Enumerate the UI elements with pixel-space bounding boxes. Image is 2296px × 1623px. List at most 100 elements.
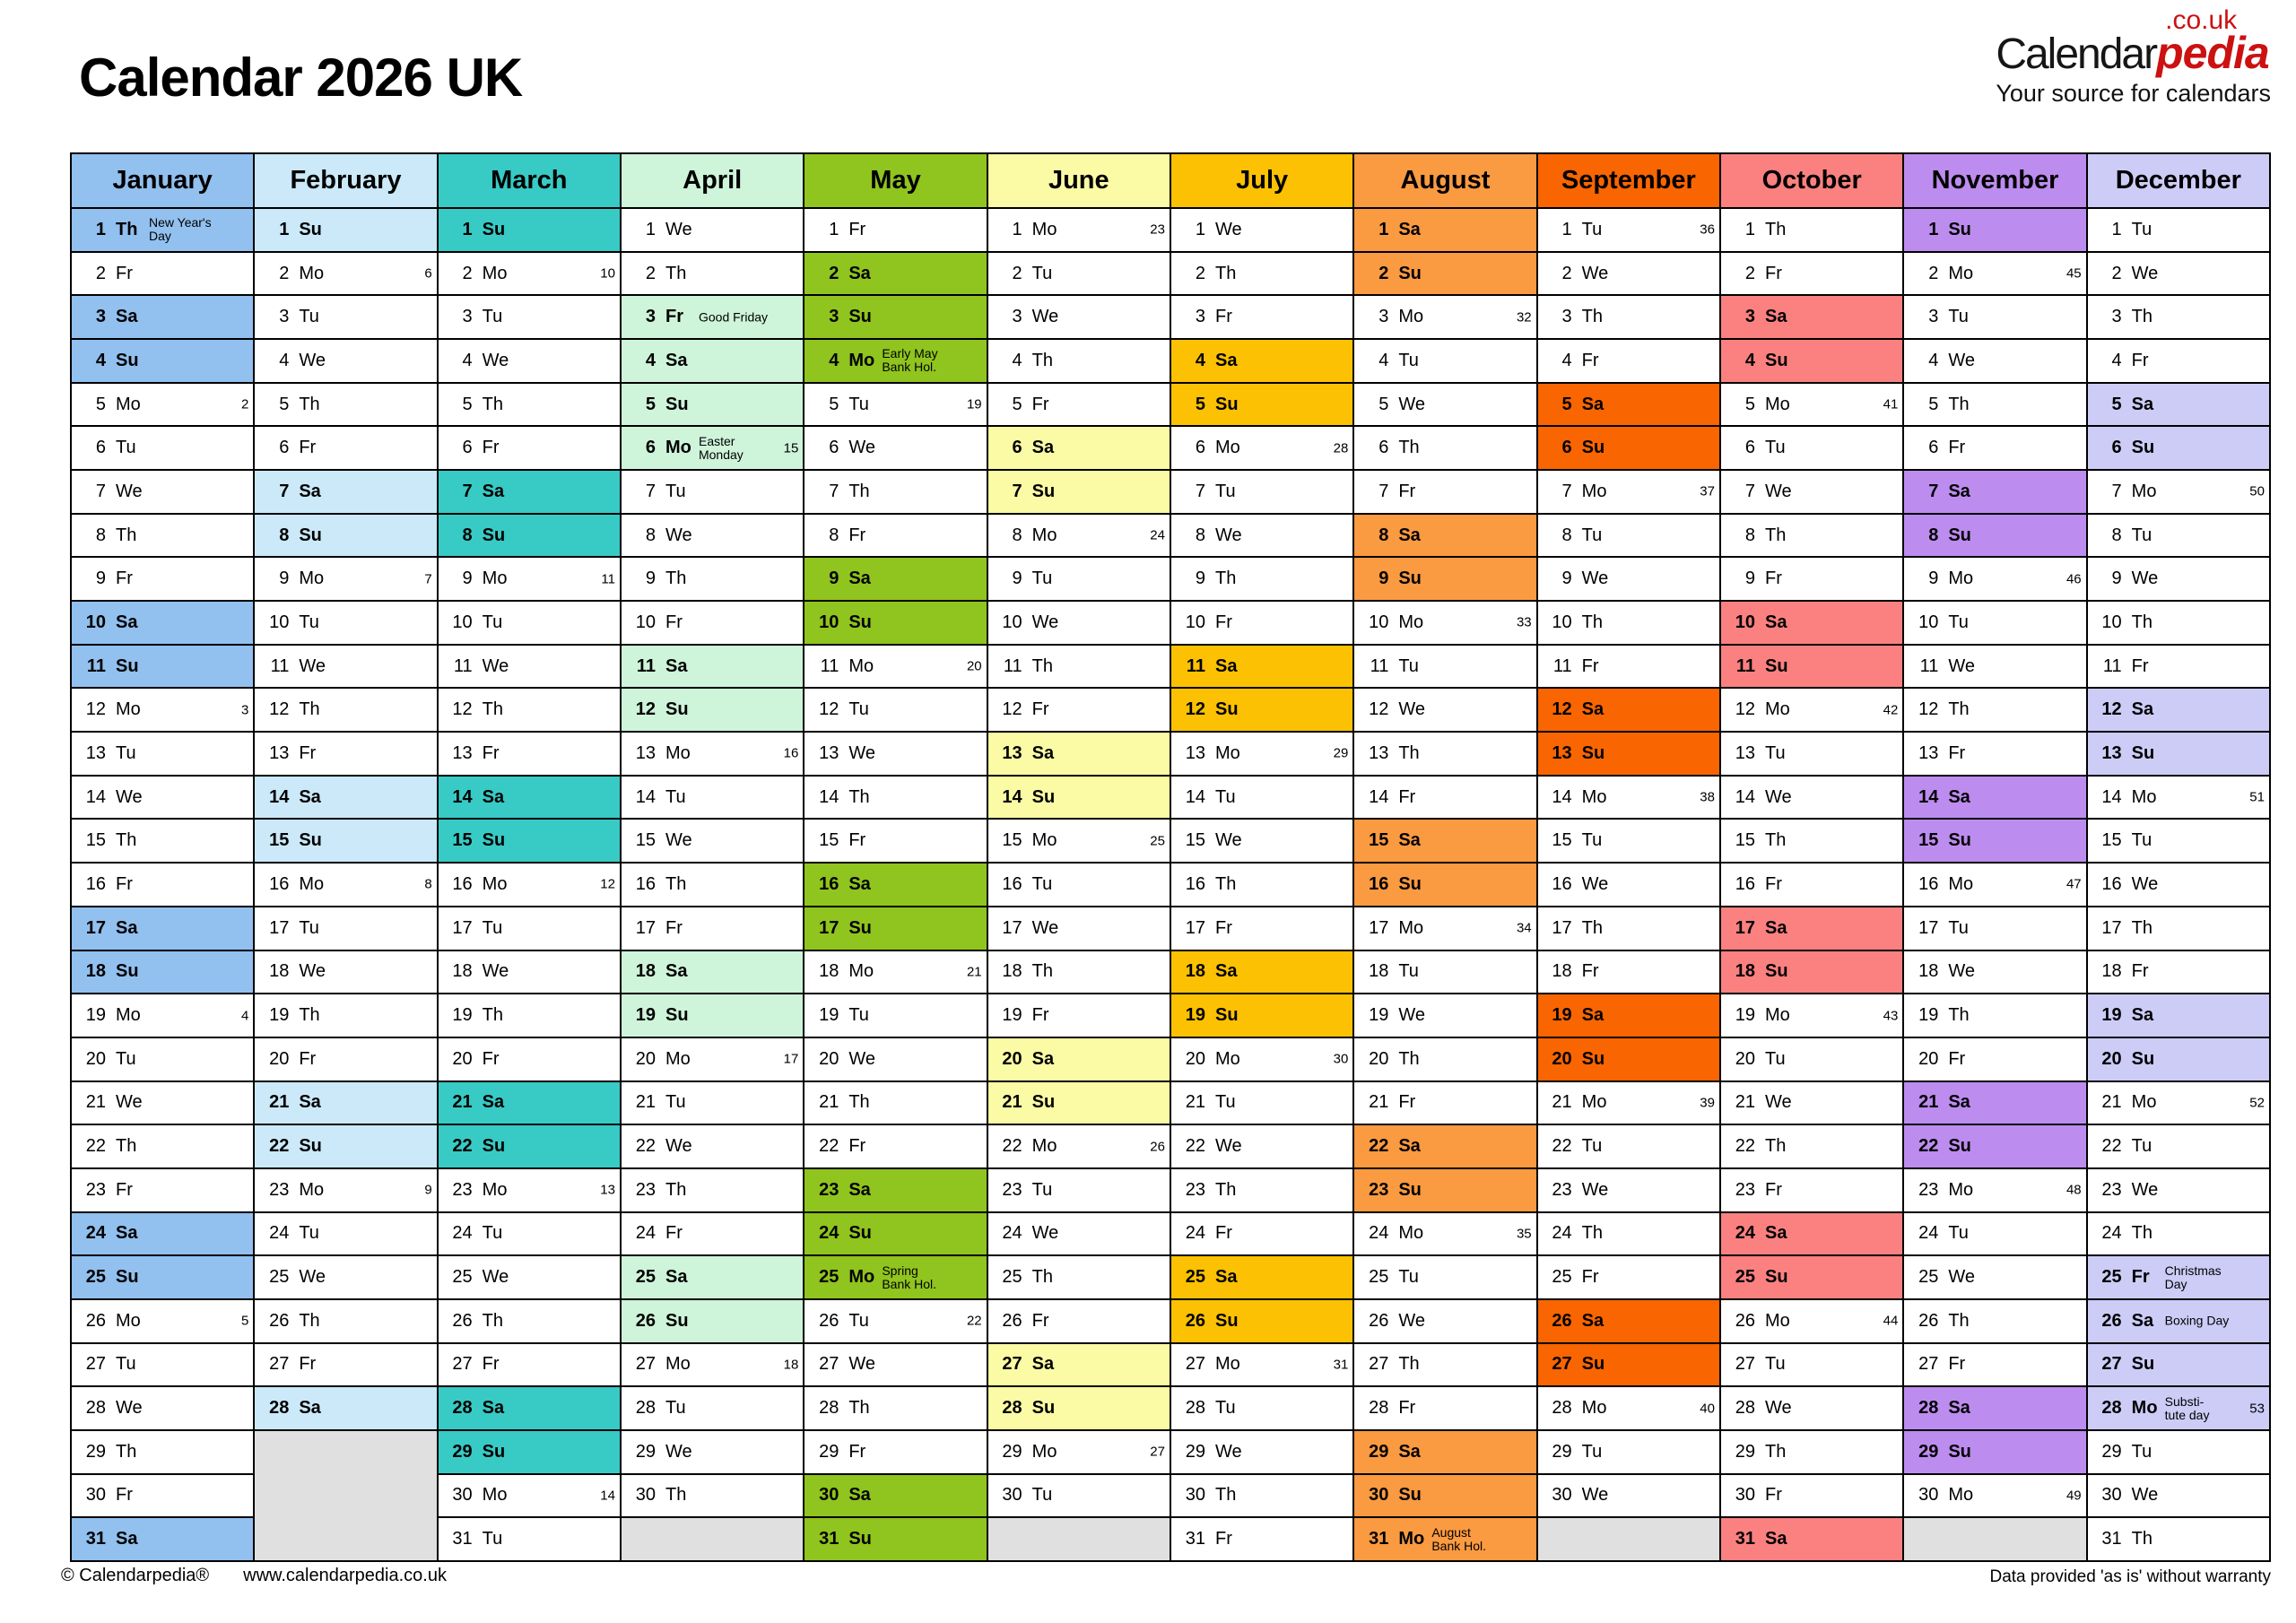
weekday-abbr: Fr (116, 873, 133, 894)
day-number: 10 (85, 612, 106, 632)
weekday-abbr: Sa (1948, 481, 1970, 501)
day-cell-december-22: 22 Tu (2087, 1125, 2269, 1167)
day-cell-january-3: 3 Sa (72, 296, 254, 339)
day-cell-november-1: 1 Su (1904, 209, 2086, 251)
day-number: 16 (1552, 873, 1572, 894)
weekday-abbr: Su (299, 219, 322, 239)
day-number: 17 (2101, 917, 2122, 938)
day-number: 25 (1369, 1267, 1389, 1288)
weekday-abbr: Su (2131, 438, 2155, 458)
weekday-abbr: Sa (1581, 394, 1605, 414)
weekday-abbr: Th (1581, 612, 1603, 632)
weekday-abbr: Su (1948, 219, 1971, 239)
day-cell-october-29: 29 Th (1720, 1430, 1903, 1473)
weekday-abbr: Fr (299, 438, 317, 458)
weekday-abbr: Sa (1948, 1398, 1970, 1419)
day-number: 2 (2111, 263, 2122, 283)
day-number: 24 (1369, 1223, 1389, 1244)
weekday-abbr: Su (1581, 1354, 1605, 1375)
day-cell-february-7: 7 Sa (255, 471, 437, 513)
weekday-abbr: Tu (1398, 655, 1419, 676)
day-number: 12 (819, 699, 839, 720)
day-number: 22 (1552, 1136, 1572, 1157)
day-cell-december-17: 17 Th (2087, 907, 2269, 950)
weekday-abbr: Mo (848, 350, 875, 370)
day-number: 5 (95, 394, 106, 414)
day-cell-october-26: 26 Mo 44 (1720, 1299, 1903, 1342)
day-cell-january-19: 19 Mo 4 (72, 994, 254, 1037)
day-cell-march-30: 30 Mo 14 (438, 1474, 620, 1517)
weekday-abbr: Th (1214, 1485, 1237, 1506)
weekday-abbr: Tu (848, 699, 869, 720)
weekday-abbr: Mo (848, 961, 874, 982)
day-number: 3 (829, 307, 839, 327)
day-number: 7 (95, 481, 106, 501)
weekday-abbr: We (848, 1354, 875, 1375)
day-number: 27 (85, 1354, 106, 1375)
footer-copyright: © Calendarpedia® (61, 1566, 210, 1585)
week-number: 6 (424, 265, 432, 282)
day-number: 11 (820, 655, 839, 676)
weekday-abbr: Su (848, 1223, 872, 1244)
weekday-abbr: Mo (2131, 786, 2157, 807)
weekday-abbr: Fr (1948, 1048, 1966, 1069)
weekday-abbr: Sa (482, 1092, 505, 1113)
day-cell-december-23: 23 We (2087, 1168, 2269, 1211)
day-number: 8 (1928, 525, 1939, 545)
day-number: 18 (452, 961, 473, 982)
day-number: 29 (1185, 1441, 1205, 1462)
day-number: 9 (829, 568, 839, 589)
day-number: 12 (269, 699, 290, 720)
weekday-abbr: Tu (1214, 1398, 1236, 1419)
weekday-abbr: We (482, 350, 509, 370)
day-cell-december-30: 30 We (2087, 1474, 2269, 1517)
day-number: 21 (635, 1092, 656, 1113)
day-number: 26 (1369, 1310, 1389, 1331)
day-number: 13 (1369, 742, 1389, 763)
day-number: 14 (819, 786, 839, 807)
weekday-abbr: Th (482, 1310, 503, 1331)
day-cell-april-26: 26 Su (621, 1299, 804, 1342)
holiday-note: Boxing Day (2164, 1313, 2230, 1328)
day-number: 19 (819, 1005, 839, 1026)
day-cell-april-10: 10 Fr (621, 602, 804, 644)
day-cell-april-2: 2 Th (621, 252, 804, 295)
month-header-december: December (2087, 154, 2269, 207)
weekday-abbr: Su (2131, 742, 2155, 763)
day-number: 31 (85, 1529, 106, 1549)
weekday-abbr: Sa (2131, 394, 2154, 414)
day-cell-january-22: 22 Th (72, 1125, 254, 1167)
weekday-abbr: Mo (1031, 1441, 1057, 1462)
weekday-abbr: We (1031, 612, 1059, 632)
weekday-abbr: We (1764, 1092, 1792, 1113)
day-number: 16 (269, 873, 290, 894)
month-header-may: May (804, 154, 987, 207)
week-number: 38 (1700, 789, 1715, 805)
day-number: 13 (269, 742, 290, 763)
day-cell-october-20: 20 Tu (1720, 1037, 1903, 1081)
week-number: 41 (1883, 396, 1899, 412)
day-cell-march-5: 5 Th (438, 383, 620, 426)
day-number: 26 (1552, 1310, 1572, 1331)
weekday-abbr: Tu (299, 612, 319, 632)
week-number: 8 (424, 876, 432, 892)
weekday-abbr: Sa (2131, 1310, 2154, 1331)
day-cell-october-27: 27 Tu (1720, 1343, 1903, 1386)
day-number: 4 (1378, 350, 1389, 370)
week-number: 52 (2249, 1095, 2265, 1111)
day-number: 21 (1552, 1092, 1572, 1113)
weekday-abbr: We (116, 1398, 143, 1419)
weekday-abbr: We (299, 655, 326, 676)
day-number: 11 (270, 655, 290, 676)
day-cell-january-28: 28 We (72, 1387, 254, 1429)
day-number: 29 (1369, 1441, 1389, 1462)
day-cell-april-17: 17 Fr (621, 907, 804, 950)
day-number: 3 (1928, 307, 1939, 327)
day-cell-january-12: 12 Mo 3 (72, 689, 254, 732)
day-number: 2 (1561, 263, 1572, 283)
day-number: 24 (819, 1223, 839, 1244)
day-number: 17 (1918, 917, 1939, 938)
weekday-abbr: Mo (1948, 873, 1974, 894)
week-number: 34 (1516, 920, 1532, 936)
day-cell-june-1: 1 Mo 23 (987, 209, 1170, 251)
